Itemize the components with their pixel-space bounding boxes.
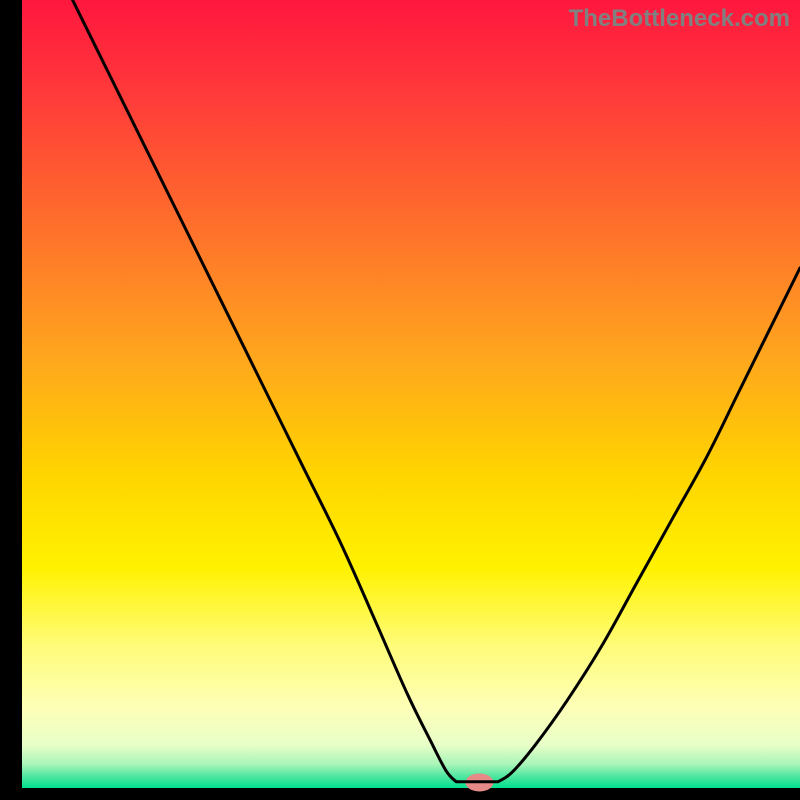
bottleneck-chart: TheBottleneck.com bbox=[0, 0, 800, 800]
axis-border-left bbox=[0, 0, 22, 800]
axis-border-bottom bbox=[0, 788, 800, 800]
watermark-text: TheBottleneck.com bbox=[569, 5, 790, 32]
gradient-background bbox=[22, 0, 800, 788]
